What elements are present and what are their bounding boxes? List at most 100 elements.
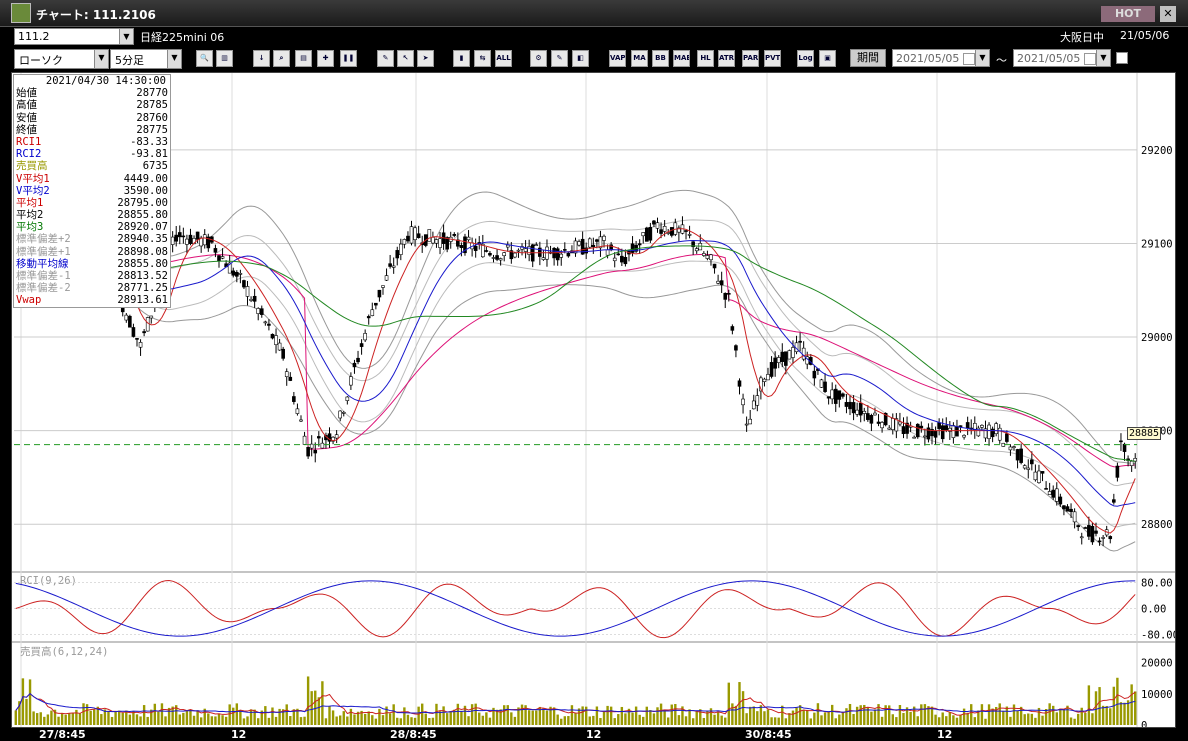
period-checkbox[interactable]	[1116, 52, 1128, 64]
volume-bar	[560, 718, 563, 725]
info-row: RCI1 -83.33	[14, 136, 170, 148]
date-to-input[interactable]: 2021/05/05 ▼	[1013, 49, 1111, 67]
volume-bar	[748, 706, 752, 725]
calendar-icon[interactable]	[963, 53, 975, 65]
split-icon[interactable]: ⇆	[474, 50, 491, 67]
candle-body	[602, 235, 606, 241]
volume-bar	[424, 713, 427, 725]
volume-bar	[891, 714, 894, 725]
volume-bar	[121, 712, 124, 725]
tool-pvt-button[interactable]: PVT	[764, 50, 781, 67]
volume-bar	[634, 706, 638, 725]
chevron-down-icon[interactable]: ▼	[119, 29, 133, 44]
chart-icon[interactable]: ▤	[295, 50, 312, 67]
candle-body	[313, 449, 318, 454]
volume-bar	[517, 707, 520, 725]
candle-icon[interactable]: ▮	[453, 50, 470, 67]
volume-bar	[135, 714, 139, 725]
volume-bar	[93, 709, 96, 725]
wrench-icon[interactable]: ✎	[551, 50, 568, 67]
volume-bar	[324, 718, 328, 725]
candle-body	[1072, 511, 1077, 523]
volume-bar	[959, 714, 962, 725]
tool-all-button[interactable]: ALL	[495, 50, 512, 67]
volume-bar	[841, 711, 845, 725]
tool-log-button[interactable]: Log	[797, 50, 814, 67]
gear-icon[interactable]: ⚙	[530, 50, 547, 67]
candle-body	[748, 418, 752, 425]
info-label: RCI2	[16, 148, 42, 161]
camera-icon[interactable]: ▣	[819, 50, 836, 67]
search-icon[interactable]: ⌕	[273, 50, 290, 67]
arrow-icon[interactable]: ➤	[417, 50, 434, 67]
symbol-select[interactable]: 111.2 ▼	[14, 28, 134, 45]
chart-type-select[interactable]: ローソク ▼	[14, 49, 109, 69]
info-value: 28940.35	[117, 233, 168, 246]
candle-body	[898, 421, 902, 425]
volume-bar	[89, 710, 92, 725]
zoom-icon[interactable]: 🔍	[196, 50, 213, 67]
draw-icon[interactable]: ✎	[377, 50, 394, 67]
chevron-down-icon[interactable]: ▼	[1096, 50, 1110, 66]
calendar-icon[interactable]	[1084, 53, 1096, 65]
volume-bar	[310, 691, 313, 725]
toolbar: ローソク ▼ 5分足 ▼ 🔍 ▥ ↓ ⌕ ▤ ✚ ❚❚ ✎ ↖ ➤ ▮ ⇆ ALL ⚙ ✎ ◧ VAP MA BB M…	[0, 46, 1188, 71]
cursor-icon[interactable]: ↖	[397, 50, 414, 67]
candle-body	[438, 238, 442, 248]
candle-body	[662, 226, 667, 232]
candle-body	[830, 389, 834, 400]
volume-bar	[107, 711, 110, 725]
info-label: 標準偏差+1	[16, 245, 71, 258]
volume-bar	[527, 710, 531, 725]
date-from-input[interactable]: 2021/05/05 ▼	[892, 49, 990, 67]
period-button[interactable]: 期間	[850, 49, 886, 67]
volume-bar	[346, 716, 349, 725]
candle-body	[142, 331, 146, 334]
chart-area[interactable]: 2920029100290002890028800RCI(9,26)80.000…	[11, 72, 1176, 728]
volume-bar	[531, 710, 534, 725]
interval-select[interactable]: 5分足 ▼	[110, 49, 182, 69]
volume-bar	[1002, 710, 1005, 725]
candle-body	[459, 245, 464, 248]
candle-body	[1008, 446, 1013, 451]
volume-bar	[306, 676, 310, 725]
chart-canvas[interactable]: 2920029100290002890028800RCI(9,26)80.000…	[12, 73, 1176, 728]
candle-body	[798, 340, 802, 343]
tool-para-button[interactable]: PARA	[742, 50, 759, 67]
candle-body	[980, 424, 984, 428]
close-button[interactable]: ✕	[1160, 6, 1176, 22]
scale-icon[interactable]: ✚	[317, 50, 334, 67]
tool-vap-button[interactable]: VAP	[609, 50, 626, 67]
candle-body	[637, 243, 642, 246]
title-bar: チャート: 111.2106 HOT ✕	[0, 0, 1188, 27]
volume-bar	[260, 710, 263, 725]
tool-atr-button[interactable]: ATR	[718, 50, 735, 67]
volume-bar	[1094, 691, 1098, 725]
candle-body	[702, 253, 706, 256]
candle-body	[498, 258, 503, 261]
volume-bar	[413, 717, 417, 725]
candle-body	[641, 232, 646, 237]
hot-button[interactable]: HOT	[1101, 6, 1155, 22]
bars-icon[interactable]: ▥	[216, 50, 233, 67]
chevron-down-icon[interactable]: ▼	[167, 50, 181, 68]
tool-ma-button[interactable]: MA	[631, 50, 648, 67]
pause-icon[interactable]: ❚❚	[340, 50, 357, 67]
candle-body	[659, 229, 663, 234]
volume-bar	[827, 712, 830, 725]
candle-body	[819, 379, 824, 388]
tool-mae-button[interactable]: MAE	[673, 50, 690, 67]
candle-body	[652, 220, 656, 225]
candle-body	[955, 426, 959, 437]
candle-body	[912, 436, 916, 439]
tool-hl-button[interactable]: HL	[697, 50, 714, 67]
chevron-down-icon[interactable]: ▼	[94, 50, 108, 68]
chevron-down-icon[interactable]: ▼	[975, 50, 989, 66]
candle-body	[948, 427, 952, 432]
buy-icon[interactable]: ↓	[253, 50, 270, 67]
color-icon[interactable]: ◧	[572, 50, 589, 67]
candle-body	[773, 357, 777, 369]
tool-bb-button[interactable]: BB	[652, 50, 669, 67]
candle-body	[691, 241, 695, 248]
volume-axis-label: 0	[1141, 720, 1147, 728]
